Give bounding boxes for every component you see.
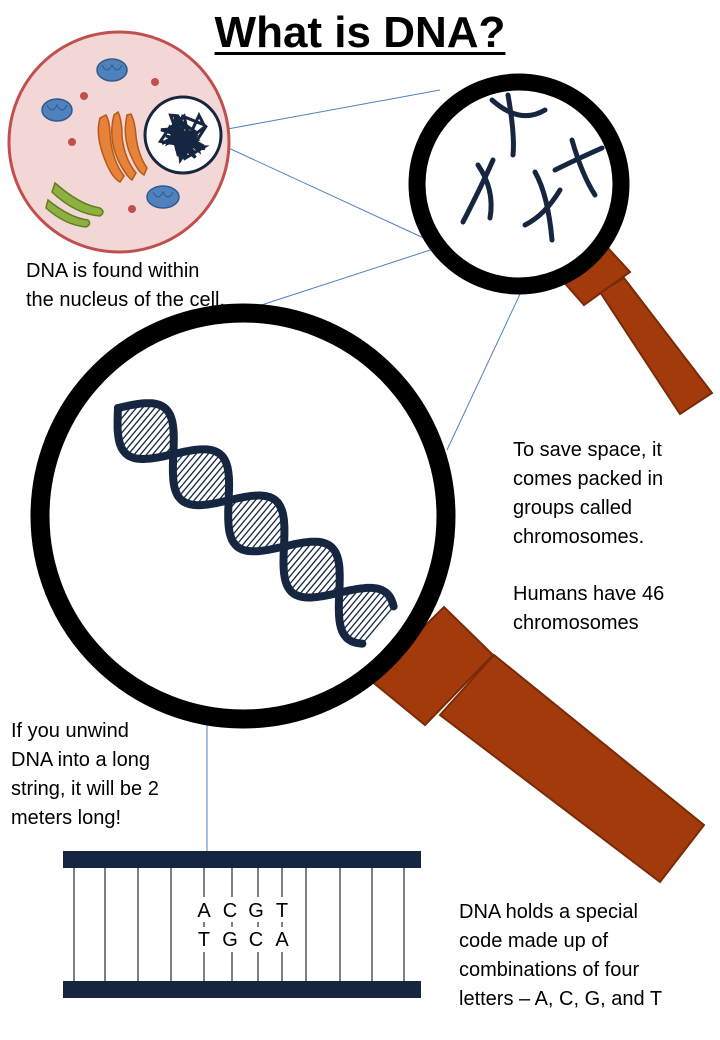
base-top-2: C [222,900,238,922]
base-bottom-3: C [248,929,264,951]
dna-ladder [63,851,421,998]
base-top-3: G [248,900,264,922]
page-title: What is DNA? [0,8,720,58]
endoplasmic-reticulum [45,181,104,228]
caption-nucleus: DNA is found within the nucleus of the c… [26,260,226,311]
chromosome-icons [460,92,605,243]
golgi-apparatus [97,110,148,183]
base-bottom-4: A [275,929,289,951]
mitochondrion [41,98,73,122]
ribosome [80,92,88,100]
base-top-1: A [197,900,211,922]
small-magnifier-handle [560,246,714,416]
dna-coil [157,111,210,165]
ribosome [68,138,76,146]
large-magnifier-handle [368,605,706,884]
page-title-text: What is DNA? [214,8,506,57]
base-top-4: T [275,900,289,922]
cell-diagram [7,30,231,254]
caption-unwind: If you unwind DNA into a long string, it… [11,720,159,829]
caption-code: DNA holds a special code made up of comb… [459,901,663,1010]
caption-chromosomes: To save space, it comes packed in groups… [513,439,664,548]
ribosome [128,205,136,213]
ribosome [151,78,159,86]
base-bottom-1: T [197,929,211,951]
caption-humans: Humans have 46 chromosomes [513,583,665,634]
small-magnifier-lens [408,73,630,295]
mitochondrion [96,58,128,82]
double-helix [113,399,398,648]
mitochondrion [146,185,180,209]
base-bottom-2: G [222,929,238,951]
